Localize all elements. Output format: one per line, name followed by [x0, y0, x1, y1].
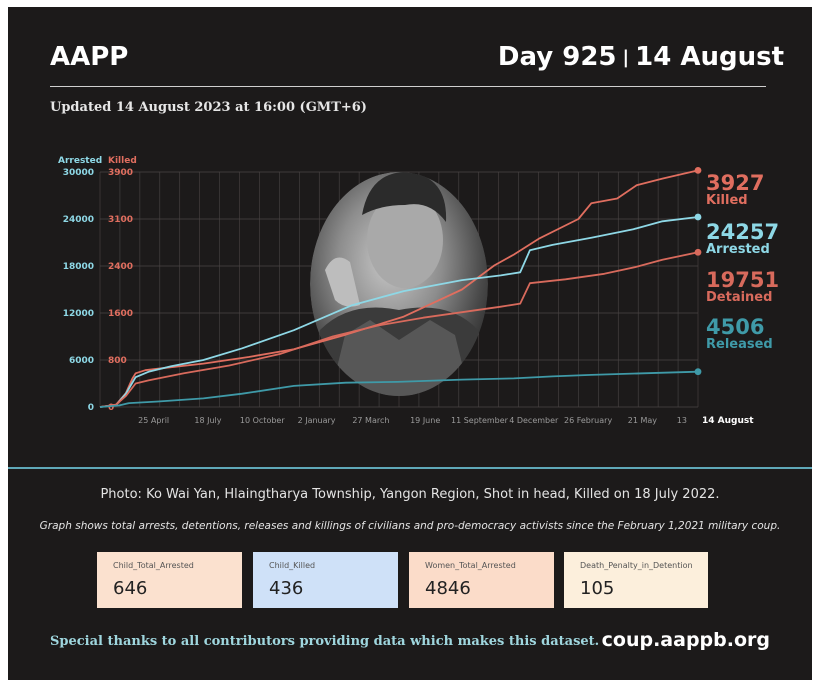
end-label-name: Killed — [706, 193, 748, 208]
y-tick-arrested: 24000 — [63, 215, 94, 225]
x-tick-label: 27 March — [352, 416, 389, 425]
series-endpoint-detained — [694, 248, 702, 256]
end-label-name: Detained — [706, 290, 772, 305]
series-line-detained — [99, 251, 699, 408]
series-endpoint-released — [694, 368, 702, 376]
series-line-released — [99, 370, 699, 408]
end-label-value: 3927 — [706, 171, 764, 195]
chart-series — [99, 166, 702, 408]
series-line-arrested — [99, 216, 699, 408]
y-tick-killed: 800 — [108, 356, 127, 366]
stat-card-child-arrested: Child_Total_Arrested 646 — [97, 552, 242, 608]
y-tick-killed: 0 — [108, 403, 114, 413]
x-tick-label: 26 February — [564, 416, 612, 425]
stat-label: Child_Killed — [269, 561, 316, 570]
stat-label: Women_Total_Arrested — [425, 561, 516, 570]
end-label-value: 24257 — [706, 220, 779, 244]
day-date-heading: Day 925 | 14 August — [498, 42, 784, 72]
x-axis-labels: 25 April 18 July 10 October 2 January 27 Mar… — [138, 416, 754, 426]
stat-card-women-arrested: Women_Total_Arrested 4846 — [409, 552, 554, 608]
x-tick-label: 18 July — [194, 416, 221, 425]
end-label-name: Arrested — [706, 242, 770, 257]
x-tick-label: 4 December — [509, 416, 559, 425]
x-tick-label: 10 October — [240, 416, 285, 425]
portrait-photo — [310, 172, 488, 396]
y-tick-arrested: 0 — [88, 403, 94, 413]
y-tick-killed: 3900 — [108, 168, 133, 178]
stat-card-child-killed: Child_Killed 436 — [253, 552, 398, 608]
y-tick-arrested: 6000 — [69, 356, 94, 366]
y-tick-arrested: 18000 — [63, 262, 94, 272]
thanks-note: Special thanks to all contributors provi… — [50, 634, 600, 649]
y-tick-killed: 2400 — [108, 262, 133, 272]
stat-label: Child_Total_Arrested — [113, 561, 194, 570]
stat-label: Death_Penalty_in_Detention — [580, 561, 693, 570]
x-tick-label: 25 April — [138, 416, 169, 425]
heading-date: 14 August — [635, 42, 784, 72]
end-label-value: 4506 — [706, 315, 764, 339]
header-divider — [50, 86, 766, 87]
updated-timestamp: Updated 14 August 2023 at 16:00 (GMT+6) — [50, 100, 367, 115]
stat-value: 105 — [580, 578, 615, 599]
x-tick-label: 21 May — [628, 416, 658, 425]
graph-note: Graph shows total arrests, detentions, r… — [39, 520, 781, 532]
stat-card-death-penalty: Death_Penalty_in_Detention 105 — [564, 552, 708, 608]
site-link[interactable]: coup.aappb.org — [601, 629, 770, 651]
day-counter: Day 925 — [497, 42, 617, 72]
y-axis-title-arrested: Arrested — [58, 156, 102, 166]
stat-value: 436 — [269, 578, 304, 599]
heading-separator: | — [622, 47, 630, 68]
brand-title: AAPP — [50, 42, 129, 72]
x-tick-label: 13 — [677, 416, 687, 425]
series-endpoint-killed — [694, 166, 702, 174]
y-tick-killed: 1600 — [108, 309, 133, 319]
x-tick-label: 14 August — [702, 416, 754, 426]
series-endpoint-arrested — [694, 213, 702, 221]
end-label-value: 19751 — [706, 268, 779, 292]
y-tick-arrested: 12000 — [63, 309, 94, 319]
stat-value: 646 — [113, 578, 148, 599]
x-tick-label: 19 June — [410, 416, 440, 425]
photo-caption: Photo: Ko Wai Yan, Hlaingtharya Township… — [100, 487, 720, 502]
y-tick-arrested: 30000 — [63, 168, 94, 178]
y-tick-killed: 3100 — [108, 215, 133, 225]
stat-value: 4846 — [425, 578, 471, 599]
x-tick-label: 2 January — [298, 416, 336, 425]
section-divider — [8, 467, 812, 469]
end-label-name: Released — [706, 337, 773, 352]
x-tick-label: 11 September — [451, 416, 509, 425]
y-axis-title-killed: Killed — [108, 156, 137, 166]
